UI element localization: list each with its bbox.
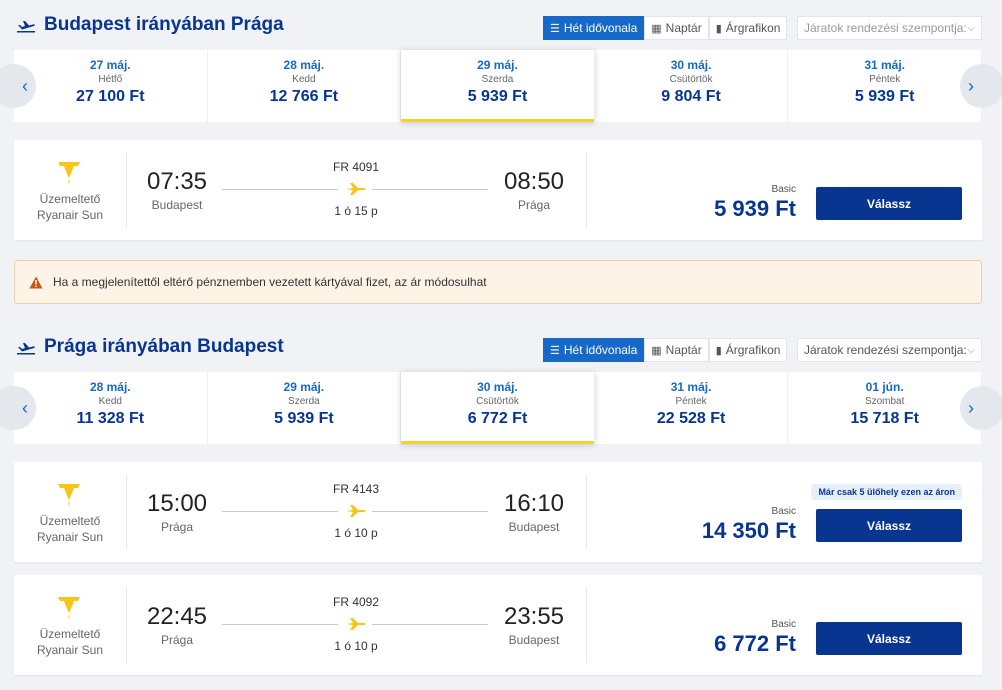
outbound-date-2[interactable]: 29 máj. Szerda 5 939 Ft [401, 50, 595, 122]
fare-type: Basic [771, 184, 796, 195]
fare-type: Basic [771, 506, 796, 517]
outbound-date-3[interactable]: 30 máj. Csütörtök 9 804 Ft [595, 50, 789, 122]
seats-left-badge: Már csak 5 ülőhely ezen az áron [811, 484, 962, 500]
plane-icon [346, 618, 366, 630]
outbound-view-toggle: ☰ Hét idővonala ▦ Naptár ▮ Árgrafikon [543, 16, 788, 40]
plane-icon [346, 183, 366, 195]
flight-number: FR 4143 [332, 482, 380, 496]
select-flight-button[interactable]: Válassz [816, 622, 962, 655]
arrival-time: 23:55 [503, 603, 565, 630]
list-icon: ☰ [550, 344, 560, 357]
bar-chart-icon: ▮ [715, 344, 722, 357]
divider [126, 474, 127, 550]
return-title: Prága irányában Budapest [44, 336, 284, 357]
departure-time: 22:45 [146, 603, 208, 630]
return-date-strip: ‹ 28 máj. Kedd 11 328 Ft 29 máj. Szerda 5 93… [0, 372, 1002, 444]
return-view-toggle: ☰ Hét idővonala ▦ Naptár ▮ Árgrafikon [543, 338, 788, 362]
departure-time: 07:35 [146, 168, 208, 195]
route-line [222, 189, 338, 190]
ryanair-logo-icon [58, 597, 80, 619]
divider [126, 587, 127, 663]
plane-takeoff-icon [17, 21, 35, 33]
outbound-title: Budapest irányában Prága [44, 14, 284, 35]
select-flight-button[interactable]: Válassz [816, 509, 962, 542]
plane-takeoff-icon [17, 343, 35, 355]
departure-city: Budapest [151, 198, 203, 212]
return-next-dates-button[interactable]: › [960, 386, 1002, 430]
route-line [372, 511, 488, 512]
flight-price: 14 350 Ft [701, 518, 796, 543]
chevron-down-icon: ⌵ [967, 22, 975, 34]
outbound-header: Budapest irányában Prága ☰ Hét idővonala … [14, 12, 982, 42]
departure-time: 15:00 [146, 490, 208, 517]
return-tab-calendar[interactable]: ▦ Naptár [644, 338, 709, 362]
outbound-date-strip: ‹ 27 máj. Hétfő 27 100 Ft 28 máj. Kedd 12 76… [0, 50, 1002, 122]
flight-number: FR 4091 [332, 160, 380, 174]
outbound-date-1[interactable]: 28 máj. Kedd 12 766 Ft [208, 50, 402, 122]
arrival-time: 16:10 [503, 490, 565, 517]
chevron-right-icon: › [968, 75, 974, 96]
return-tab-price-chart[interactable]: ▮ Árgrafikon [708, 338, 788, 362]
route-line [222, 511, 338, 512]
flight-price: 5 939 Ft [714, 196, 796, 221]
outbound-date-4[interactable]: 31 máj. Péntek 5 939 Ft [788, 50, 982, 122]
return-date-2[interactable]: 30 máj. Csütörtök 6 772 Ft [401, 372, 595, 444]
return-tab-week-timeline[interactable]: ☰ Hét idővonala [543, 338, 645, 362]
ryanair-logo-icon [58, 162, 80, 184]
return-date-1[interactable]: 29 máj. Szerda 5 939 Ft [208, 372, 402, 444]
return-date-3[interactable]: 31 máj. Péntek 22 528 Ft [595, 372, 789, 444]
outbound-tab-calendar[interactable]: ▦ Naptár [644, 16, 709, 40]
departure-city: Prága [160, 633, 194, 647]
flight-card: Üzemeltető Ryanair Sun 15:00 Prága FR 41… [14, 462, 982, 562]
route-line [372, 624, 488, 625]
outbound-sort-select[interactable]: Járatok rendezési szempontja: ⌵ [797, 16, 982, 40]
outbound-date-0[interactable]: 27 máj. Hétfő 27 100 Ft [14, 50, 208, 122]
flight-card: Üzemeltető Ryanair Sun 07:35 Budapest FR… [14, 140, 982, 240]
chevron-left-icon: ‹ [22, 75, 28, 96]
plane-icon [346, 505, 366, 517]
select-flight-button[interactable]: Válassz [816, 187, 962, 220]
flight-duration: 1 ó 10 p [334, 639, 378, 653]
arrival-city: Budapest [508, 520, 560, 534]
route-line [372, 189, 488, 190]
calendar-icon: ▦ [651, 344, 662, 357]
return-sort-select[interactable]: Járatok rendezési szempontja: ⌵ [797, 338, 982, 362]
currency-warning-banner: Ha a megjelenítettől eltérő pénznemben v… [14, 260, 982, 304]
return-header: Prága irányában Budapest ☰ Hét idővonala … [14, 334, 982, 364]
arrival-time: 08:50 [503, 168, 565, 195]
flight-number: FR 4092 [332, 595, 380, 609]
divider [586, 474, 587, 550]
return-prev-dates-button[interactable]: ‹ [0, 386, 36, 430]
flight-duration: 1 ó 15 p [334, 204, 378, 218]
outbound-tab-price-chart[interactable]: ▮ Árgrafikon [708, 16, 788, 40]
arrival-city: Prága [517, 198, 551, 212]
outbound-next-dates-button[interactable]: › [960, 64, 1002, 108]
flight-price: 6 772 Ft [714, 631, 796, 656]
arrival-city: Budapest [508, 633, 560, 647]
bar-chart-icon: ▮ [715, 22, 722, 35]
route-line [222, 624, 338, 625]
warning-text: Ha a megjelenítettől eltérő pénznemben v… [53, 275, 487, 289]
outbound-prev-dates-button[interactable]: ‹ [0, 64, 36, 108]
warning-icon [29, 276, 43, 288]
fare-type: Basic [771, 619, 796, 630]
chevron-down-icon: ⌵ [967, 344, 975, 356]
chevron-left-icon: ‹ [22, 397, 28, 418]
flight-card: Üzemeltető Ryanair Sun 22:45 Prága FR 40… [14, 575, 982, 675]
divider [586, 152, 587, 228]
calendar-icon: ▦ [651, 22, 662, 35]
flight-duration: 1 ó 10 p [334, 526, 378, 540]
chevron-right-icon: › [968, 397, 974, 418]
return-date-4[interactable]: 01 jún. Szombat 15 718 Ft [788, 372, 982, 444]
divider [586, 587, 587, 663]
departure-city: Prága [160, 520, 194, 534]
divider [126, 152, 127, 228]
list-icon: ☰ [550, 22, 560, 35]
outbound-tab-week-timeline[interactable]: ☰ Hét idővonala [543, 16, 645, 40]
return-date-0[interactable]: 28 máj. Kedd 11 328 Ft [14, 372, 208, 444]
ryanair-logo-icon [58, 484, 80, 506]
